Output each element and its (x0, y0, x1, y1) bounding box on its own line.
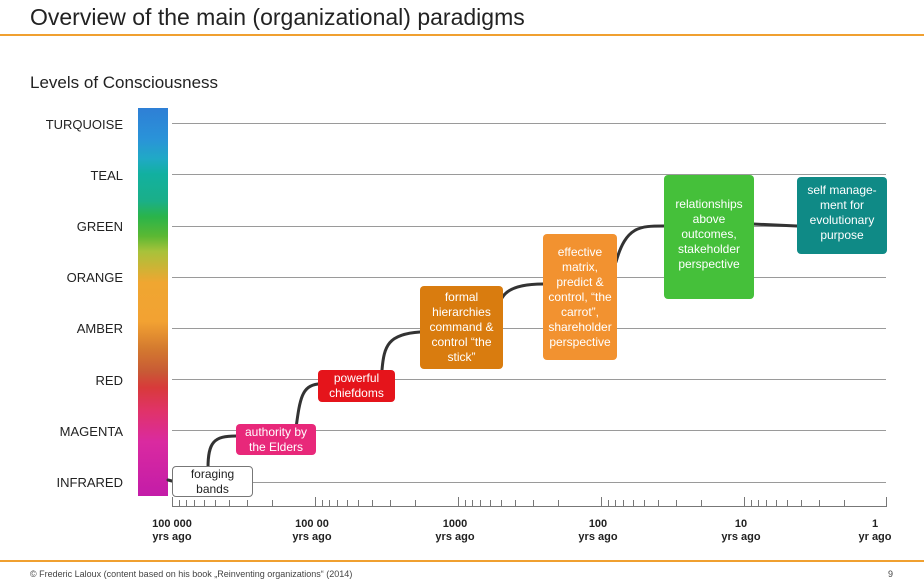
level-label-orange: ORANGE (66, 270, 123, 285)
axis-minor-tick (358, 500, 359, 506)
level-line-amber (172, 328, 886, 329)
axis-minor-tick (337, 500, 338, 506)
level-label-magenta: MAGENTA (59, 424, 123, 439)
axis-minor-tick (533, 500, 534, 506)
axis-minor-tick (623, 500, 624, 506)
axis-minor-tick (844, 500, 845, 506)
axis-minor-tick (776, 500, 777, 506)
axis-minor-tick (515, 500, 516, 506)
axis-minor-tick (415, 500, 416, 506)
paradigm-box-infrared: foraging bands (172, 466, 253, 497)
axis-minor-tick (751, 500, 752, 506)
axis-minor-tick (215, 500, 216, 506)
level-label-teal: TEAL (90, 168, 123, 183)
title-divider (0, 34, 924, 36)
axis-minor-tick (272, 500, 273, 506)
level-line-infrared (172, 482, 886, 483)
level-label-infrared: INFRARED (56, 475, 123, 490)
paradigm-box-amber: formal hierarchies command & control “th… (420, 286, 503, 369)
paradigm-box-orange: effective matrix, predict & control, “th… (543, 234, 617, 360)
axis-minor-tick (204, 500, 205, 506)
axis-minor-tick (472, 500, 473, 506)
axis-minor-tick (658, 500, 659, 506)
level-label-red: RED (95, 373, 123, 388)
x-label-100000: 100 000 yrs ago (152, 518, 192, 543)
axis-minor-tick (787, 500, 788, 506)
paradigm-box-magenta: authority by the Elders (236, 424, 316, 455)
level-line-magenta (172, 430, 886, 431)
axis-minor-tick (194, 500, 195, 506)
axis-minor-tick (801, 500, 802, 506)
axis-minor-tick (490, 500, 491, 506)
axis-minor-tick (329, 500, 330, 506)
level-line-orange (172, 277, 886, 278)
axis-minor-tick (701, 500, 702, 506)
level-line-green (172, 226, 886, 227)
axis-minor-tick (766, 500, 767, 506)
time-axis-line (172, 506, 886, 507)
axis-minor-tick (465, 500, 466, 506)
axis-minor-tick (347, 500, 348, 506)
axis-minor-tick (601, 497, 602, 507)
axis-minor-tick (322, 500, 323, 506)
page-title: Overview of the main (organizational) pa… (30, 4, 525, 30)
x-label-1: 1 yr ago (858, 518, 892, 543)
level-line-teal (172, 174, 886, 175)
paradigm-box-red: powerful chiefdoms (318, 370, 395, 402)
axis-minor-tick (172, 497, 173, 507)
axis-minor-tick (247, 500, 248, 506)
axis-minor-tick (229, 500, 230, 506)
axis-minor-tick (758, 500, 759, 506)
axis-minor-tick (558, 500, 559, 506)
level-line-red (172, 379, 886, 380)
axis-minor-tick (390, 500, 391, 506)
x-label-100: 100 yrs ago (578, 518, 618, 543)
axis-minor-tick (315, 497, 316, 507)
axis-minor-tick (644, 500, 645, 506)
axis-minor-tick (633, 500, 634, 506)
chart-subtitle: Levels of Consciousness (30, 73, 219, 92)
axis-minor-tick (480, 500, 481, 506)
level-label-green: GREEN (76, 219, 123, 234)
axis-minor-tick (458, 497, 459, 507)
copyright-footer: © Frederic Laloux (content based on his … (30, 569, 353, 579)
axis-minor-tick (676, 500, 677, 506)
axis-end-tick (886, 497, 887, 507)
paradigm-box-green: relationships above outcomes, stakeholde… (664, 175, 754, 299)
axis-minor-tick (372, 500, 373, 506)
x-label-1000: 1000 yrs ago (435, 518, 475, 543)
axis-minor-tick (179, 500, 180, 506)
level-label-amber: AMBER (76, 321, 123, 336)
axis-minor-tick (501, 500, 502, 506)
page-number: 9 (888, 569, 894, 579)
level-line-turquoise (172, 123, 886, 124)
axis-minor-tick (608, 500, 609, 506)
consciousness-color-spectrum (138, 108, 168, 496)
axis-minor-tick (186, 500, 187, 506)
axis-minor-tick (819, 500, 820, 506)
x-label-10: 10 yrs ago (721, 518, 761, 543)
axis-minor-tick (744, 497, 745, 507)
axis-minor-tick (615, 500, 616, 506)
paradigm-box-teal: self manage-ment for evolutionary purpos… (797, 177, 887, 254)
footer-divider (0, 560, 924, 562)
level-label-turquoise: TURQUOISE (45, 117, 123, 132)
x-label-10000: 100 00 yrs ago (292, 518, 332, 543)
